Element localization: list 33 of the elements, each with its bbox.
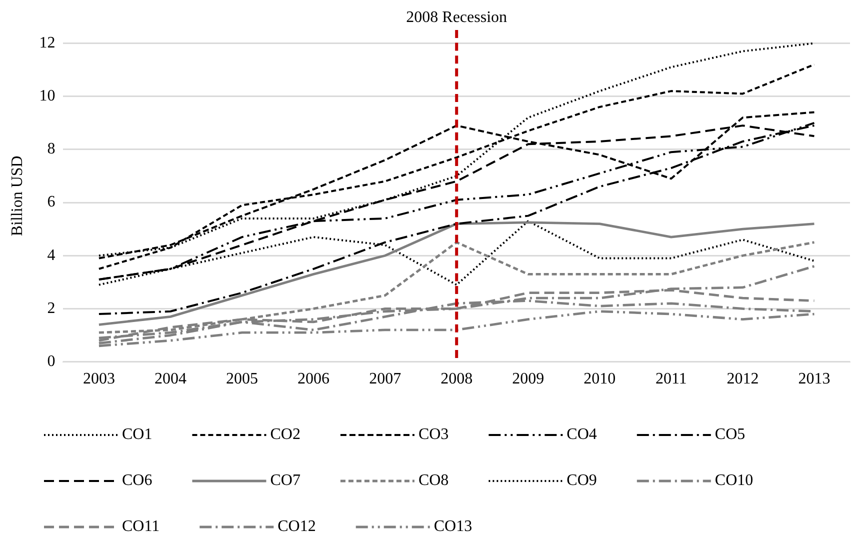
- x-tick-label: 2010: [584, 370, 616, 388]
- x-tick-label: 2011: [655, 370, 687, 388]
- legend-label: CO12: [278, 518, 316, 536]
- x-tick-label: 2007: [369, 370, 402, 388]
- y-tick-label: 8: [47, 140, 56, 158]
- y-axis-title: Billion USD: [8, 156, 26, 236]
- x-tick-label: 2008: [440, 370, 473, 388]
- legend-label: CO8: [418, 472, 449, 490]
- legend-label: CO7: [270, 472, 300, 490]
- x-tick-label: 2003: [82, 370, 115, 388]
- legend-label: CO4: [566, 426, 597, 444]
- legend-label: CO1: [122, 426, 152, 444]
- x-tick-label: 2005: [226, 370, 258, 388]
- x-tick-label: 2009: [512, 370, 544, 388]
- y-tick-label: 12: [39, 34, 56, 52]
- x-tick-label: 2012: [726, 370, 759, 388]
- y-tick-label: 2: [47, 300, 56, 317]
- x-tick-label: 2004: [154, 370, 186, 388]
- x-tick-label: 2006: [298, 370, 330, 388]
- x-tick-label: 2013: [798, 370, 830, 388]
- legend-label: CO3: [418, 426, 449, 444]
- legend-label: CO6: [122, 472, 152, 490]
- y-tick-label: 4: [47, 246, 56, 264]
- y-tick-label: 0: [47, 353, 56, 370]
- legend-label: CO10: [714, 472, 754, 490]
- legend-label: CO9: [566, 472, 597, 490]
- legend-label: CO5: [714, 426, 746, 444]
- ref-line-label: 2008 Recession: [406, 9, 508, 26]
- legend-label: CO11: [122, 518, 160, 536]
- y-tick-label: 10: [39, 88, 56, 105]
- legend-label: CO13: [434, 518, 472, 536]
- y-tick-label: 6: [47, 194, 56, 211]
- legend-label: CO2: [270, 426, 300, 444]
